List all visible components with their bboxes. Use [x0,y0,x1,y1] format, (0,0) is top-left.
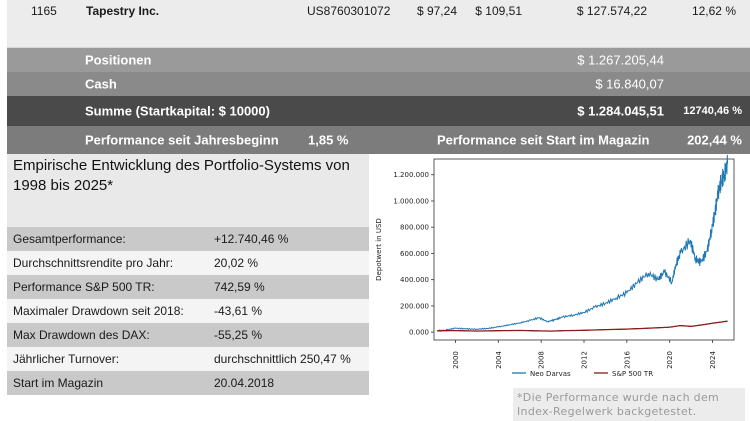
cash-label: Cash [85,76,117,92]
y-tick-label: 0.000 [409,329,429,337]
stat-label: Start im Magazin [13,376,104,390]
stats-table: Gesamtperformance: +12.740,46 % Durchsch… [7,227,369,395]
stat-row: Max Drawdown des DAX: -55,25 % [7,323,369,347]
stat-row: Gesamtperformance: +12.740,46 % [7,227,369,251]
stat-label: Performance S&P 500 TR: [13,280,155,294]
stat-row: Performance S&P 500 TR: 742,59 % [7,275,369,299]
stat-row: Durchschnittsrendite pro Jahr: 20,02 % [7,251,369,275]
y-tick-label: 400.000 [400,276,429,284]
y-tick-label: 200.000 [400,302,429,310]
stat-value: -43,61 % [214,304,263,318]
holding-performance: 12,62 % [691,4,736,18]
performance-row: Performance seit Jahresbeginn 1,85 % Per… [7,126,750,154]
x-tick-label: 2012 [581,351,589,369]
series-line-neo-darvas [437,154,729,332]
stat-value: 742,59 % [214,280,265,294]
x-tick-label: 2000 [452,351,460,369]
total-label: Summe (Startkapital: $ 10000) [85,103,270,119]
y-axis-label: Depotwert in USD [375,218,383,281]
total-row: Summe (Startkapital: $ 10000) $ 1.284.04… [7,96,750,126]
footnote: *Die Performance wurde nach dem Index-Re… [513,388,745,421]
stat-label: Durchschnittsrendite pro Jahr: [13,256,174,270]
positions-row: Positionen $ 1.267.205,44 [7,48,750,72]
stat-value: 20,02 % [214,256,259,270]
holding-buy-price: $ 97,24 [416,4,457,18]
legend-entry: S&P 500 TR [612,370,653,378]
stat-value: -55,25 % [214,328,263,342]
stat-label: Max Drawdown des DAX: [13,328,150,342]
y-tick-label: 800.000 [400,224,429,232]
stat-value: 20.04.2018 [214,376,275,390]
perf-ytd-label: Performance seit Jahresbeginn [85,132,279,148]
plot-area [433,158,735,341]
x-tick-label: 2024 [709,351,717,369]
positions-value: $ 1.267.205,44 [577,52,664,68]
x-tick-label: 2004 [495,351,503,369]
positions-label: Positionen [85,52,152,68]
perf-ytd-value: 1,85 % [308,132,349,148]
total-percent: 12740,46 % [683,105,742,117]
stat-value: +12.740,46 % [214,232,289,246]
portfolio-stats-panel: Empirische Entwicklung des Portfolio-Sys… [7,154,369,395]
legend-entry: Neo Darvas [530,370,571,378]
holding-isin: US8760301072 [307,4,391,18]
portfolio-chart-svg: 0.000 200.000 400.000 600.000 800.000 1.000.0… [375,154,735,378]
x-tick-label: 2008 [538,351,546,369]
stat-row: Jährlicher Turnover: durchschnittlich 25… [7,347,369,371]
holding-name: Tapestry Inc. [86,4,160,18]
stat-label: Maximaler Drawdown seit 2018: [13,304,184,318]
x-tick-label: 2016 [623,351,631,369]
perf-start-value: 202,44 % [687,132,742,148]
perf-start-label: Performance seit Start im Magazin [437,132,650,148]
portfolio-chart: 0.000 200.000 400.000 600.000 800.000 1.000.0… [372,154,744,386]
series-line-s-p-500-tr [437,320,728,332]
y-tick-label: 1.200.000 [393,171,429,179]
holding-value: $ 127.574,22 [576,4,647,18]
total-value: $ 1.284.045,51 [577,103,664,119]
holding-row-tapestry: 1165 Tapestry Inc. US8760301072 $ 97,24 … [7,0,750,48]
cash-row: Cash $ 16.840,07 [7,72,750,96]
holding-number: 1165 [31,4,57,18]
stat-label: Jährlicher Turnover: [13,352,120,366]
panel-title: Empirische Entwicklung des Portfolio-Sys… [13,157,350,194]
y-tick-label: 600.000 [400,250,429,258]
stat-row: Maximaler Drawdown seit 2018: -43,61 % [7,299,369,323]
cash-value: $ 16.840,07 [595,76,664,92]
y-tick-label: 1.000.000 [393,197,429,205]
stat-label: Gesamtperformance: [13,232,126,246]
holding-current-price: $ 109,51 [475,4,522,18]
stat-row: Start im Magazin 20.04.2018 [7,371,369,395]
stat-value: durchschnittlich 250,47 % [214,352,351,366]
x-tick-label: 2020 [666,351,674,369]
